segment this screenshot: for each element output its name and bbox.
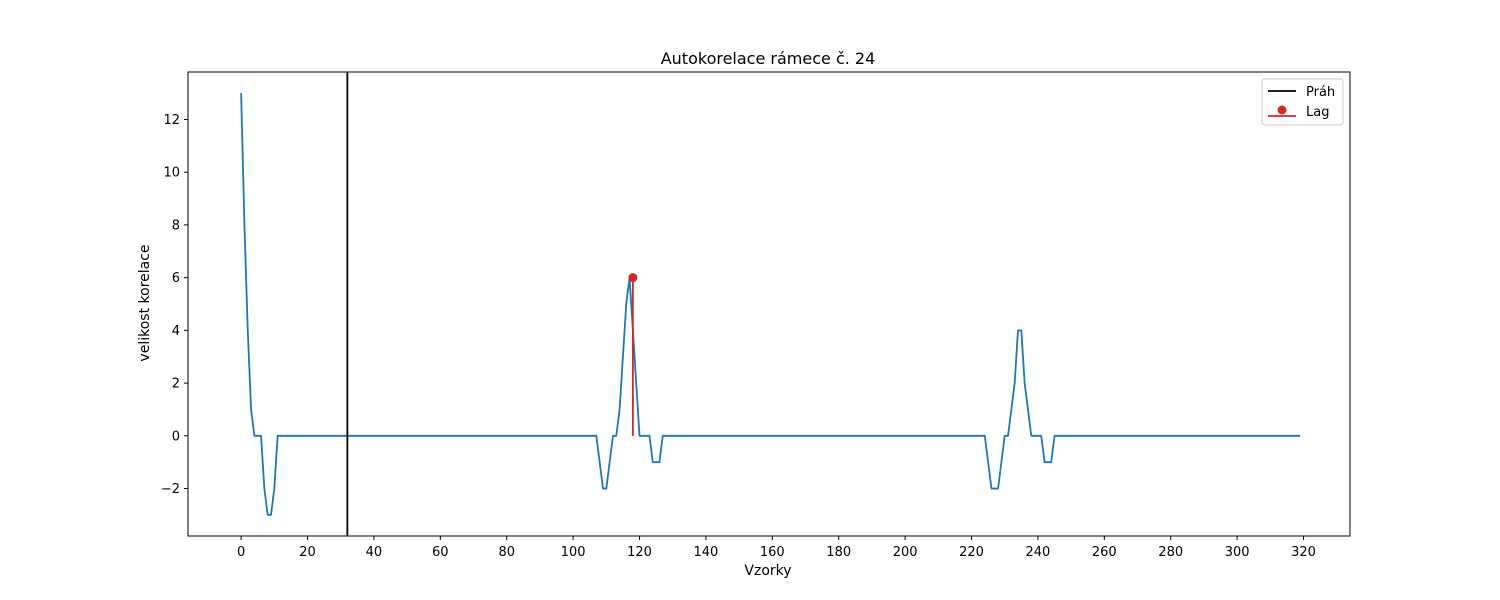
x-tick-label: 200 xyxy=(893,545,918,560)
y-tick-label: −2 xyxy=(161,482,180,497)
x-axis-label: Vzorky xyxy=(744,563,791,579)
x-tick-label: 280 xyxy=(1158,545,1183,560)
chart-title: Autokorelace rámece č. 24 xyxy=(661,49,876,68)
x-tick-label: 140 xyxy=(694,545,719,560)
y-tick-label: 2 xyxy=(172,377,180,392)
x-tick-label: 320 xyxy=(1291,545,1316,560)
x-tick-label: 240 xyxy=(1026,545,1051,560)
autocorrelation-line xyxy=(240,93,1301,516)
legend-lag-label: Lag xyxy=(1306,105,1329,120)
x-tick-label: 260 xyxy=(1092,545,1117,560)
x-tick-label: 100 xyxy=(561,545,586,560)
lag-marker xyxy=(628,273,638,283)
y-axis: −2 0 2 4 6 8 10 12 xyxy=(161,113,188,497)
x-tick-label: 80 xyxy=(498,545,515,560)
plot-frame xyxy=(187,71,1351,537)
y-tick-label: 6 xyxy=(172,271,180,286)
x-tick-label: 300 xyxy=(1225,545,1250,560)
x-tick-label: 220 xyxy=(959,545,984,560)
x-tick-label: 120 xyxy=(627,545,652,560)
legend: Práh Lag xyxy=(1261,78,1344,126)
y-tick-label: 10 xyxy=(163,166,180,181)
y-tick-label: 8 xyxy=(172,218,180,233)
y-axis-label: velikost korelace xyxy=(137,244,153,361)
x-tick-label: 160 xyxy=(760,545,785,560)
y-tick-label: 4 xyxy=(172,324,180,339)
y-tick-label: 12 xyxy=(163,113,180,128)
x-tick-label: 20 xyxy=(299,545,316,560)
x-tick-label: 180 xyxy=(826,545,851,560)
x-axis: 0 20 40 60 80 100 120 140 160 180 200 220 240 260 280 3… xyxy=(237,536,1316,560)
x-tick-label: 40 xyxy=(366,545,383,560)
x-tick-label: 0 xyxy=(237,545,245,560)
y-tick-label: 0 xyxy=(172,429,180,444)
legend-threshold-label: Práh xyxy=(1306,85,1335,100)
x-tick-label: 60 xyxy=(432,545,449,560)
legend-lag-marker xyxy=(1277,105,1287,115)
plot-area xyxy=(240,72,1301,536)
